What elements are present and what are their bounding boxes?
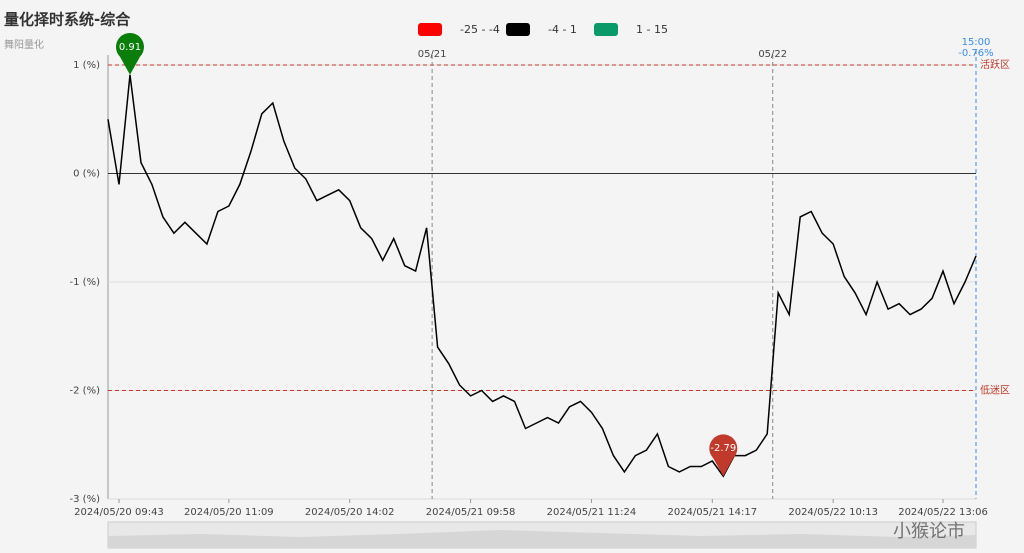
end-time: 15:00 (962, 37, 991, 48)
line-series (107, 74, 977, 478)
zoom-preview (108, 530, 976, 548)
y-tick-label: -2 (%) (70, 386, 101, 397)
x-tick-label: 2024/05/21 14:17 (667, 507, 757, 518)
min-pin (709, 434, 738, 477)
legend-label: -4 - 1 (548, 23, 577, 36)
y-tick-label: 0 (%) (73, 169, 100, 180)
chart-title: 量化择时系统-综合 (4, 11, 131, 29)
x-tick-label: 2024/05/21 11:24 (547, 507, 637, 518)
legend-label: -25 - -4 (460, 23, 500, 36)
x-tick-label: 2024/05/20 14:02 (305, 507, 395, 518)
x-tick-label: 2024/05/20 11:09 (184, 507, 274, 518)
x-tick-label: 2024/05/22 10:13 (788, 507, 878, 518)
end-value: -0.76% (958, 48, 993, 59)
y-tick-label: -1 (%) (70, 277, 101, 288)
y-tick-label: 1 (%) (73, 60, 100, 71)
mark-line-label: 活跃区 (980, 59, 1010, 71)
legend-label: 1 - 15 (636, 23, 668, 36)
day-label: 05/21 (418, 49, 447, 60)
day-label: 05/22 (758, 49, 787, 60)
legend-swatch (594, 23, 618, 36)
mark-line-label: 低迷区 (980, 384, 1010, 397)
legend-swatch (418, 23, 442, 36)
x-tick-label: 2024/05/21 09:58 (426, 507, 516, 518)
chart-subtitle: 舞阳量化 (4, 38, 44, 51)
max-pin-label: 0.91 (119, 42, 141, 53)
max-pin (115, 32, 144, 75)
x-tick-label: 2024/05/22 13:06 (898, 507, 988, 518)
watermark: 小猴论市 (893, 521, 965, 542)
legend-swatch (506, 23, 530, 36)
y-tick-label: -3 (%) (70, 494, 101, 505)
x-tick-label: 2024/05/20 09:43 (74, 507, 164, 518)
min-pin-label: -2.79 (710, 443, 736, 454)
